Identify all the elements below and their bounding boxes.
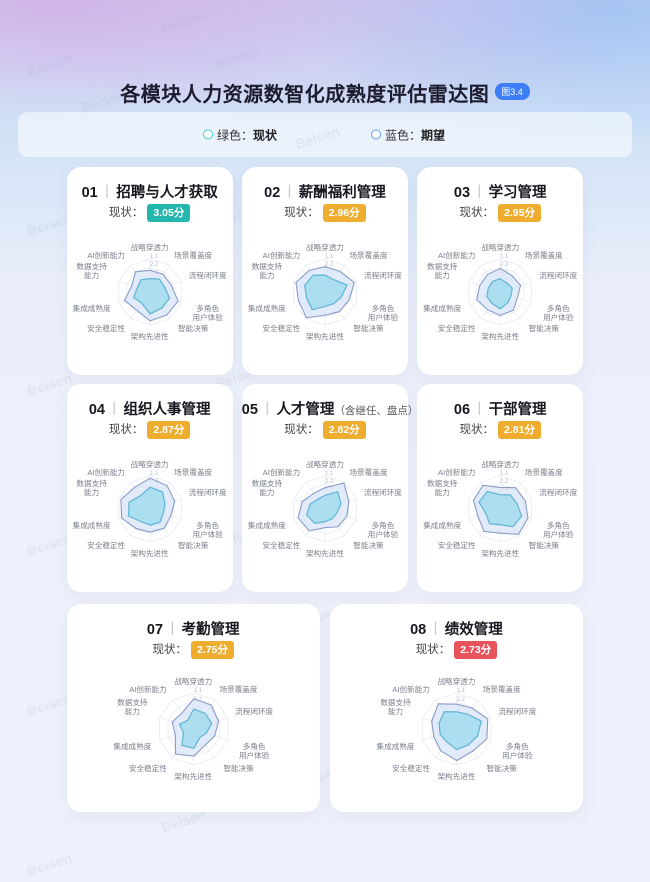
svg-text:1.1: 1.1 <box>500 471 509 477</box>
svg-text:1.1: 1.1 <box>325 471 334 477</box>
svg-text:1.1: 1.1 <box>149 471 158 477</box>
svg-text:1.1: 1.1 <box>456 688 465 694</box>
svg-text:2.2: 2.2 <box>456 697 465 703</box>
svg-text:2.2: 2.2 <box>149 262 158 268</box>
svg-text:2.2: 2.2 <box>500 479 509 485</box>
svg-text:1.1: 1.1 <box>149 254 158 260</box>
svg-text:2.2: 2.2 <box>500 262 509 268</box>
svg-text:2.2: 2.2 <box>325 479 334 485</box>
svg-text:1.1: 1.1 <box>500 254 509 260</box>
svg-text:1.1: 1.1 <box>193 688 202 694</box>
svg-text:1.1: 1.1 <box>325 254 334 260</box>
